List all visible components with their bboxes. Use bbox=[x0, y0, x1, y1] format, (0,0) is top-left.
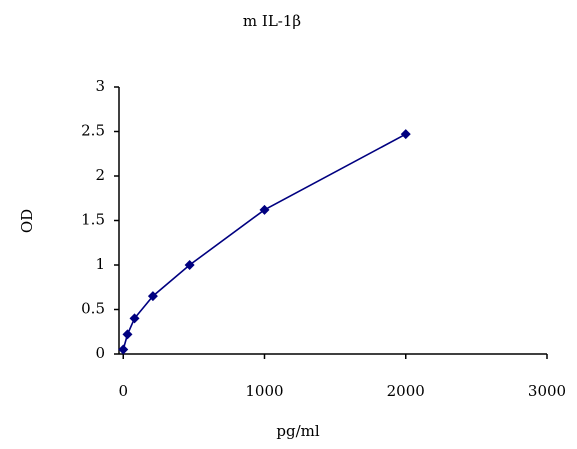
y-tick-label: 1 bbox=[95, 255, 105, 273]
point bbox=[129, 313, 140, 324]
y-tick-label: 0 bbox=[95, 344, 105, 362]
chart-title: m IL-1β bbox=[243, 12, 301, 30]
curve bbox=[122, 133, 407, 350]
point bbox=[184, 260, 195, 270]
point bbox=[122, 329, 133, 340]
point bbox=[147, 291, 158, 302]
y-tick-label: 1.5 bbox=[81, 211, 105, 229]
x-tick-label: 2000 bbox=[387, 382, 425, 400]
x-tick-label: 3000 bbox=[528, 382, 566, 400]
x-tick-label: 1000 bbox=[245, 382, 283, 400]
point bbox=[259, 204, 270, 215]
y-tick-label: 3 bbox=[95, 77, 105, 95]
x-axis-label: pg/ml bbox=[276, 422, 319, 440]
y-axis-label: OD bbox=[18, 209, 36, 233]
point bbox=[400, 129, 411, 140]
x-tick-label: 0 bbox=[118, 382, 128, 400]
y-tick-label: 0.5 bbox=[81, 300, 105, 318]
y-tick-label: 2.5 bbox=[81, 122, 105, 140]
point bbox=[118, 344, 129, 355]
y-tick-label: 2 bbox=[95, 166, 105, 184]
